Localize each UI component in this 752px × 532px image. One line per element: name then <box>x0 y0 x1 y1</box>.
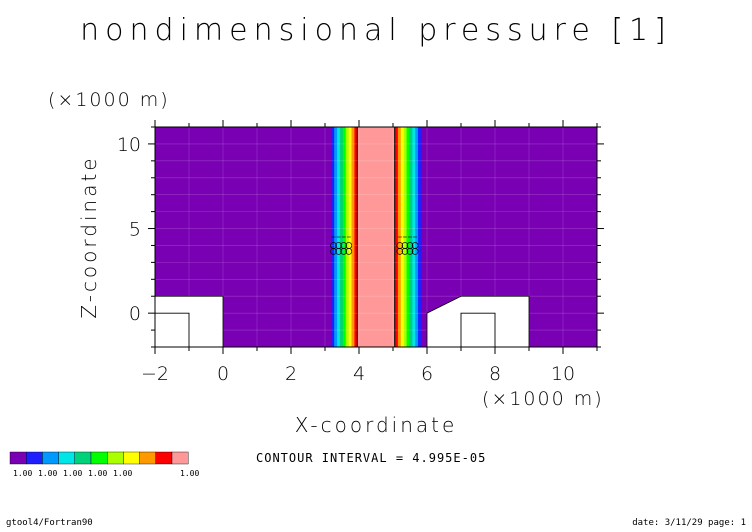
colorbar-label: 1.00 <box>88 469 107 478</box>
contour-band-left <box>328 127 332 347</box>
contour-band-right <box>406 127 410 347</box>
marker-circle <box>401 242 409 249</box>
x-tick-label: 0 <box>217 363 229 385</box>
colorbar-swatch <box>123 451 140 465</box>
contour-band-right <box>394 127 398 347</box>
marker-circle <box>340 242 348 249</box>
x-tick-label: 2 <box>285 363 297 385</box>
contour-interval: CONTOUR INTERVAL = 4.995E-05 <box>256 451 486 465</box>
contour-band-left <box>351 127 355 347</box>
x-tick-label: 4 <box>353 363 365 385</box>
colorbar-swatch <box>42 451 59 465</box>
contour-band-left <box>334 127 338 347</box>
colorbar: 1.00 1.00 1.00 1.00 1.00 1.00 <box>9 451 199 478</box>
colorbar-swatch <box>139 451 157 465</box>
footer-right: date: 3/11/29 page: 1 <box>632 518 746 528</box>
x-tick-label: −2 <box>141 363 169 385</box>
marker-circle <box>411 242 419 249</box>
marker-circle <box>330 242 337 249</box>
colorbar-swatch <box>26 451 43 465</box>
y-unit-label: (×1000 m) <box>48 89 170 111</box>
x-tick-label: 6 <box>421 363 433 385</box>
footer-left: gtool4/Fortran90 <box>6 518 93 528</box>
plot-frame <box>154 126 598 348</box>
colorbar-label: 1.00 <box>180 469 199 478</box>
colorbar-swatch <box>171 451 189 465</box>
colorbar-swatch <box>155 451 173 465</box>
colorbar-label: 1.00 <box>113 469 132 478</box>
contour-band-left <box>339 127 344 347</box>
colorbar-swatch <box>9 451 27 465</box>
marker-circle <box>406 242 414 249</box>
colorbar-swatch <box>106 451 124 465</box>
colorbar-label: 1.00 <box>63 469 82 478</box>
y-tick-label: 10 <box>117 134 141 156</box>
colorbar-label: 1.00 <box>38 469 57 478</box>
marker-circle <box>396 242 404 249</box>
obstacle-outline <box>460 312 496 347</box>
colorbar-swatch <box>74 451 92 465</box>
x-tick-label: 10 <box>551 363 575 385</box>
y-tick-label: 5 <box>129 219 141 241</box>
colorbar-swatch <box>90 451 108 465</box>
contour-band-right <box>420 127 424 347</box>
colorbar-label: 1.00 <box>13 469 32 478</box>
y-tick-label: 0 <box>129 303 141 325</box>
chart-title: nondimensional pressure [1] <box>80 13 672 48</box>
x-unit-label: (×1000 m) <box>482 388 604 410</box>
marker-circle <box>335 242 342 249</box>
contour-band-left <box>354 127 358 347</box>
contour-band-high <box>357 127 395 347</box>
marker-circle <box>345 242 353 249</box>
contour-band-right <box>417 127 422 347</box>
terrain-layer <box>154 295 530 348</box>
contour-band-right <box>400 127 404 347</box>
colorbar-swatch <box>58 451 75 465</box>
y-axis-label: Z-coordinate <box>77 155 101 318</box>
marker-symbols <box>330 236 419 255</box>
x-tick-label: 8 <box>489 363 501 385</box>
x-axis-label: X-coordinate <box>295 413 458 437</box>
axes-layer: −2 0 2 4 6 8 10 0 5 10 <box>117 120 604 385</box>
